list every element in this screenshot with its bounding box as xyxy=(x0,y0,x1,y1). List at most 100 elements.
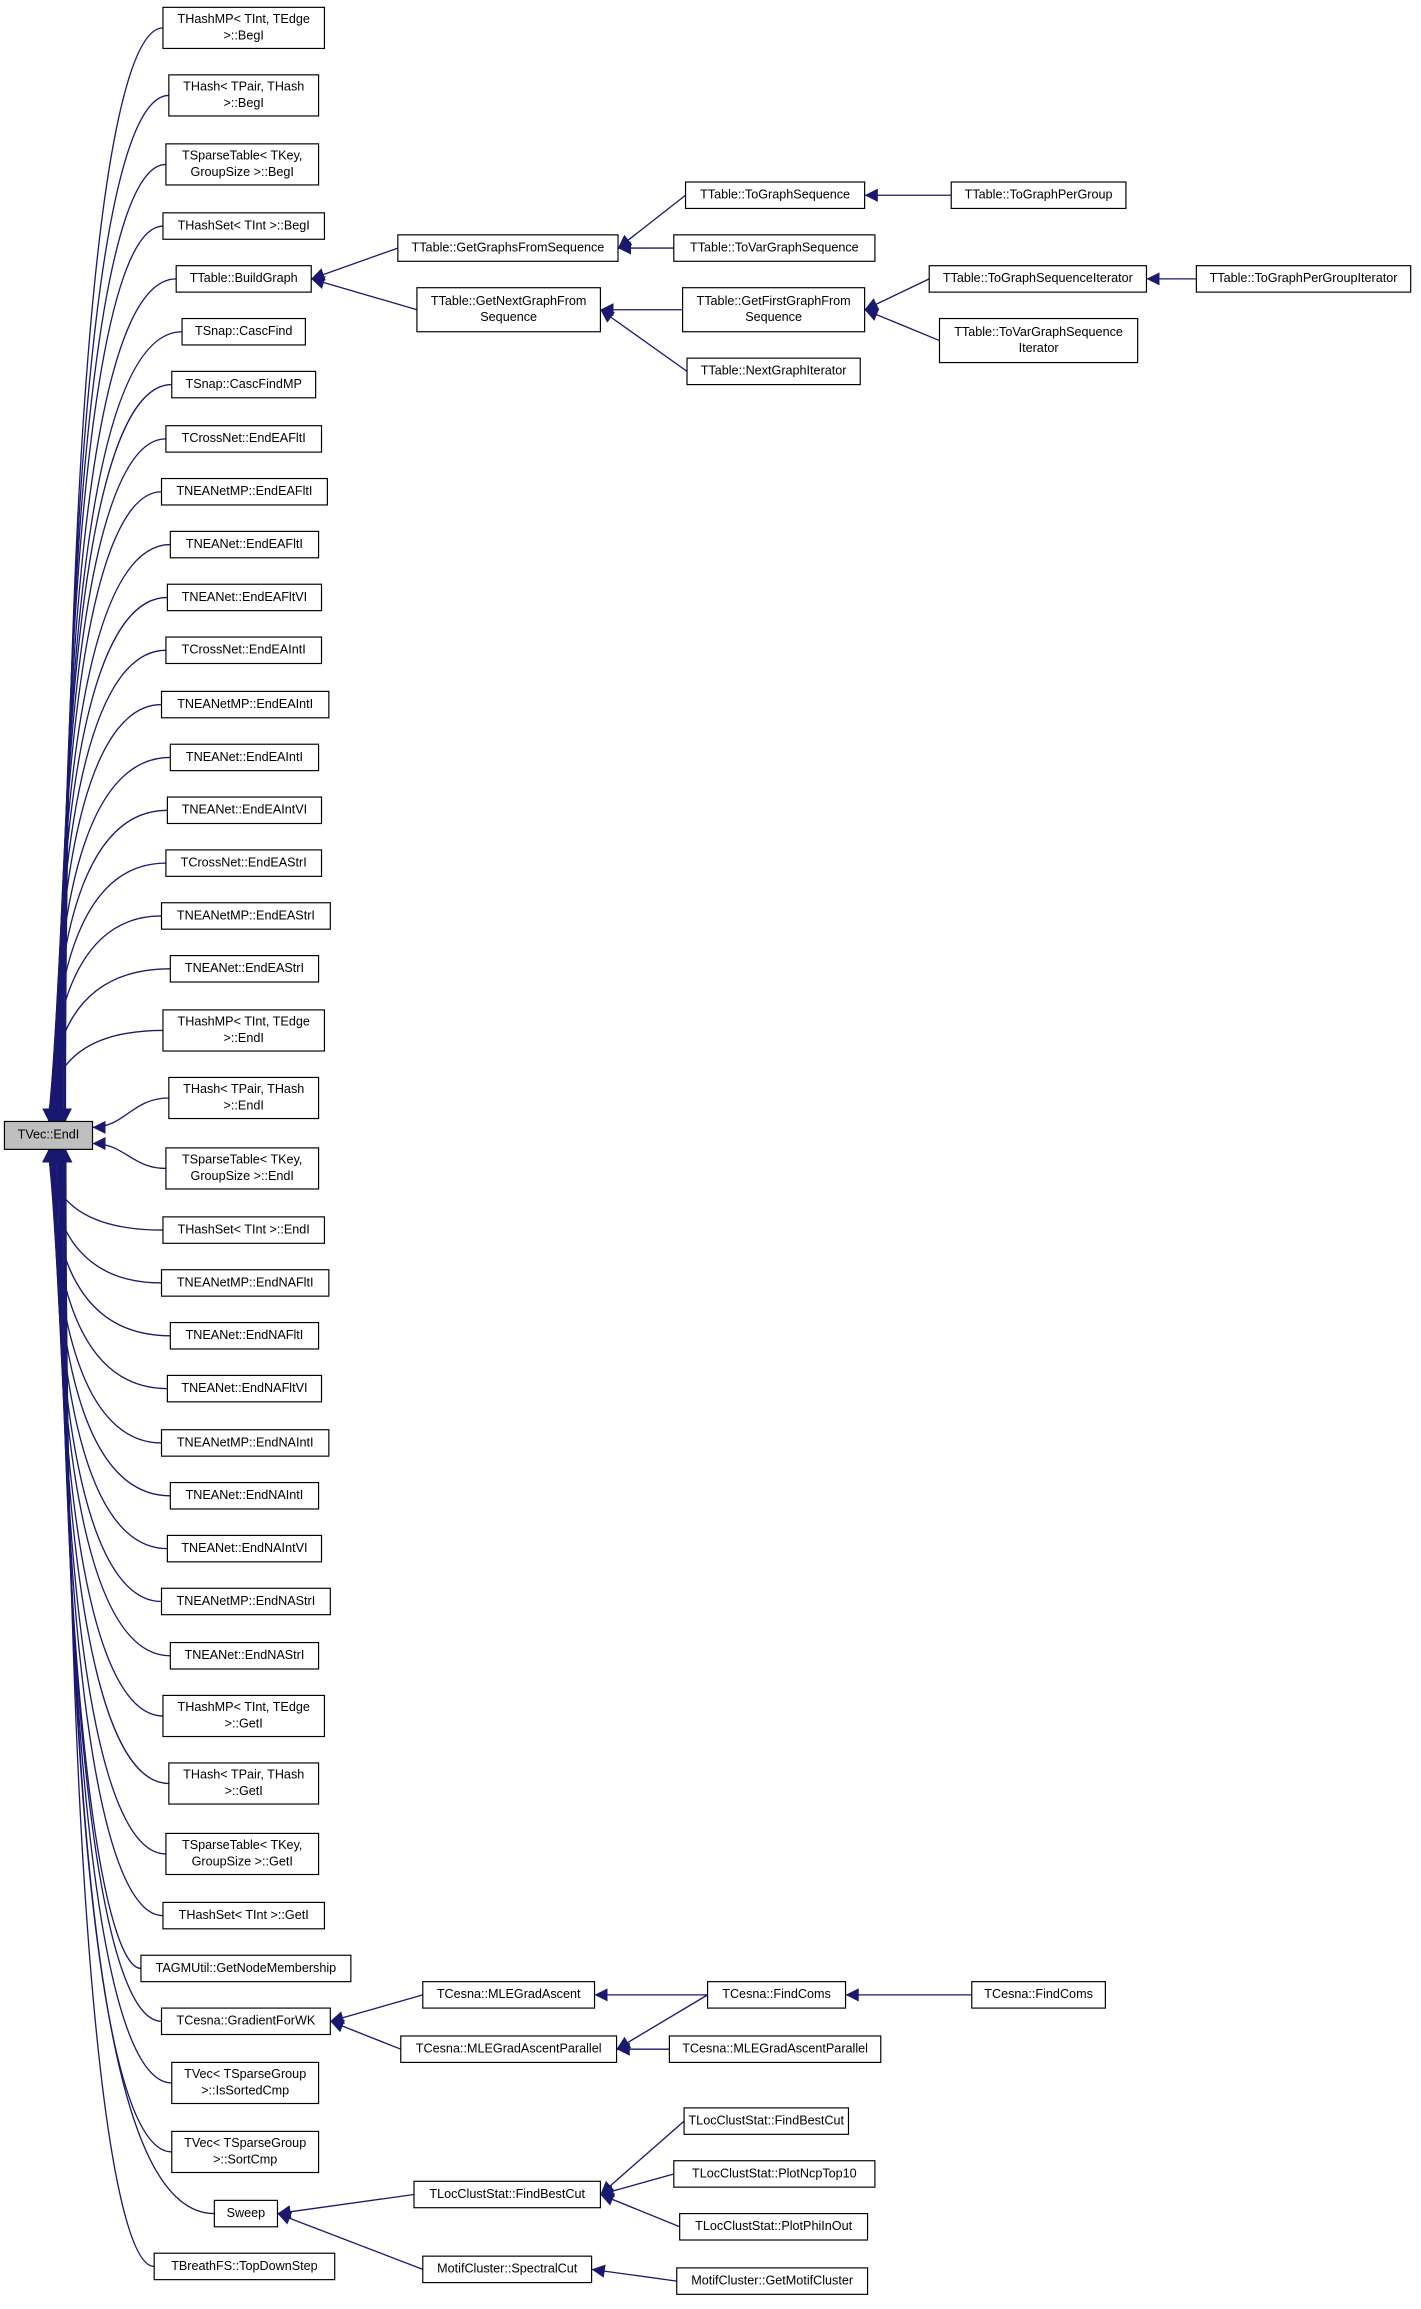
node: TBreathFS::TopDownStep xyxy=(153,2252,336,2281)
edge xyxy=(277,2212,424,2270)
node-box xyxy=(160,690,330,719)
node-label: TSnap::CascFind xyxy=(195,324,292,338)
node: TTable::BuildGraph xyxy=(175,265,312,293)
node: TCrossNet::EndEAIntI xyxy=(165,636,323,665)
edge xyxy=(44,915,162,1122)
node-box xyxy=(160,902,331,930)
node-box xyxy=(166,1374,323,1403)
node-label: TNEANet::EndNAIntI xyxy=(186,1488,304,1502)
node: THashSet< TInt >::BegI xyxy=(162,212,326,240)
node: MotifCluster::GetMotifCluster xyxy=(676,2267,869,2295)
node-box xyxy=(171,2061,320,2105)
node-label: TTable::ToVarGraphSequence xyxy=(690,240,859,254)
node-box xyxy=(168,74,320,117)
node-label: TNEANet::EndNAFltVI xyxy=(181,1381,307,1395)
edge xyxy=(277,2193,415,2219)
node: TVec< TSparseGroup>::IsSortedCmp xyxy=(171,2061,320,2105)
node-box xyxy=(676,2267,869,2295)
node-box xyxy=(168,1762,320,1805)
node: TNEANet::EndEAIntI xyxy=(169,743,320,772)
node-label: THash< TPair, THash xyxy=(183,1082,304,1096)
edge xyxy=(311,276,418,311)
node-box xyxy=(169,743,320,772)
node-label: TNEANetMP::EndNAStrI xyxy=(177,1594,316,1608)
node-box xyxy=(3,1120,94,1150)
node-label: THashMP< TInt, TEdge xyxy=(178,12,310,26)
node-box xyxy=(162,1216,326,1244)
node: TVec< TSparseGroup>::SortCmp xyxy=(171,2130,320,2174)
node-label: >::GetI xyxy=(225,1784,263,1798)
node: TTable::ToGraphSequenceIterator xyxy=(928,265,1148,293)
node-label: TNEANetMP::EndNAIntI xyxy=(177,1435,314,1449)
node-box xyxy=(169,1321,320,1350)
node-label: >::EndI xyxy=(224,1031,264,1045)
edge xyxy=(52,438,166,1122)
node-label: TSparseTable< TKey, xyxy=(182,149,302,163)
node: TCesna::MLEGradAscentParallel xyxy=(668,2035,882,2063)
node-box xyxy=(171,2130,320,2174)
node-box xyxy=(153,2252,336,2281)
node-box xyxy=(400,2035,618,2063)
node: TNEANet::EndNAIntI xyxy=(169,1481,320,1510)
edge xyxy=(591,2264,677,2282)
edge xyxy=(330,2020,402,2050)
node: THashMP< TInt, TEdge>::EndI xyxy=(162,1009,326,1052)
node-label: TTable::ToVarGraphSequence xyxy=(954,325,1123,339)
node-box xyxy=(422,2255,593,2284)
node-box xyxy=(165,1147,320,1190)
edge xyxy=(600,2173,674,2198)
node: TLocClustStat::FindBestCut xyxy=(413,2180,601,2209)
node: TTable::NextGraphIterator xyxy=(686,357,861,386)
node-box xyxy=(166,796,323,825)
node-box xyxy=(160,477,328,506)
node-label: THash< TPair, THash xyxy=(183,1768,304,1782)
edge xyxy=(864,308,940,342)
node-box xyxy=(165,849,323,877)
node-label: TCrossNet::EndEAStrI xyxy=(181,855,307,869)
edge xyxy=(42,1029,163,1122)
node-label: TLocClustStat::PlotNcpTop10 xyxy=(692,2166,857,2180)
node: TCesna::MLEGradAscent xyxy=(422,1981,596,2009)
node: TCesna::MLEGradAscentParallel xyxy=(400,2035,618,2063)
node-box xyxy=(140,1954,352,1983)
edge xyxy=(55,1149,162,2022)
node-label: TVec::EndI xyxy=(18,1128,80,1142)
node-label: Sequence xyxy=(745,310,802,324)
node: THashMP< TInt, TEdge>::GetI xyxy=(162,1694,326,1738)
edge xyxy=(43,1149,171,1337)
node-box xyxy=(165,425,323,453)
node-label: TLocClustStat::FindBestCut xyxy=(429,2187,585,2201)
node-label: TNEANet::EndEAFltI xyxy=(186,537,303,551)
node: THash< TPair, THash>::EndI xyxy=(168,1076,320,1120)
edge xyxy=(51,491,162,1122)
edge xyxy=(59,1149,155,2268)
node: TCesna::FindComs xyxy=(971,1981,1106,2009)
edge xyxy=(55,225,163,1122)
node: TNEANet::EndEAFltI xyxy=(169,530,320,559)
node-label: TCesna::MLEGradAscent xyxy=(437,1987,581,2001)
node-label: TTable::GetGraphsFromSequence xyxy=(412,240,605,254)
node-label: GroupSize >::BegI xyxy=(191,165,294,179)
edge xyxy=(43,968,171,1122)
node-label: TNEANet::EndNAStrI xyxy=(185,1648,305,1662)
node-label: TNEANet::EndEAStrI xyxy=(185,961,304,975)
node: TCrossNet::EndEAStrI xyxy=(165,849,323,877)
node: TAGMUtil::GetNodeMembership xyxy=(140,1954,352,1983)
edge xyxy=(311,247,399,281)
node-label: MotifCluster::GetMotifCluster xyxy=(691,2273,853,2287)
node-label: TCrossNet::EndEAIntI xyxy=(182,643,306,657)
node-label: TTable::GetNextGraphFrom xyxy=(431,294,587,308)
node-label: GroupSize >::GetI xyxy=(192,1854,293,1868)
node-label: TCesna::MLEGradAscentParallel xyxy=(416,2042,602,2056)
node-label: TNEANetMP::EndEAFltI xyxy=(176,484,312,498)
node: TNEANetMP::EndNAIntI xyxy=(160,1429,330,1457)
node-label: TNEANetMP::EndEAStrI xyxy=(177,908,315,922)
node: TNEANet::EndNAFltVI xyxy=(166,1374,323,1403)
edge xyxy=(599,2120,685,2196)
node: TNEANet::EndEAStrI xyxy=(169,955,320,983)
node-box xyxy=(168,1076,320,1120)
node-label: TBreathFS::TopDownStep xyxy=(171,2259,317,2273)
node: TTable::ToGraphPerGroupIterator xyxy=(1195,265,1412,293)
